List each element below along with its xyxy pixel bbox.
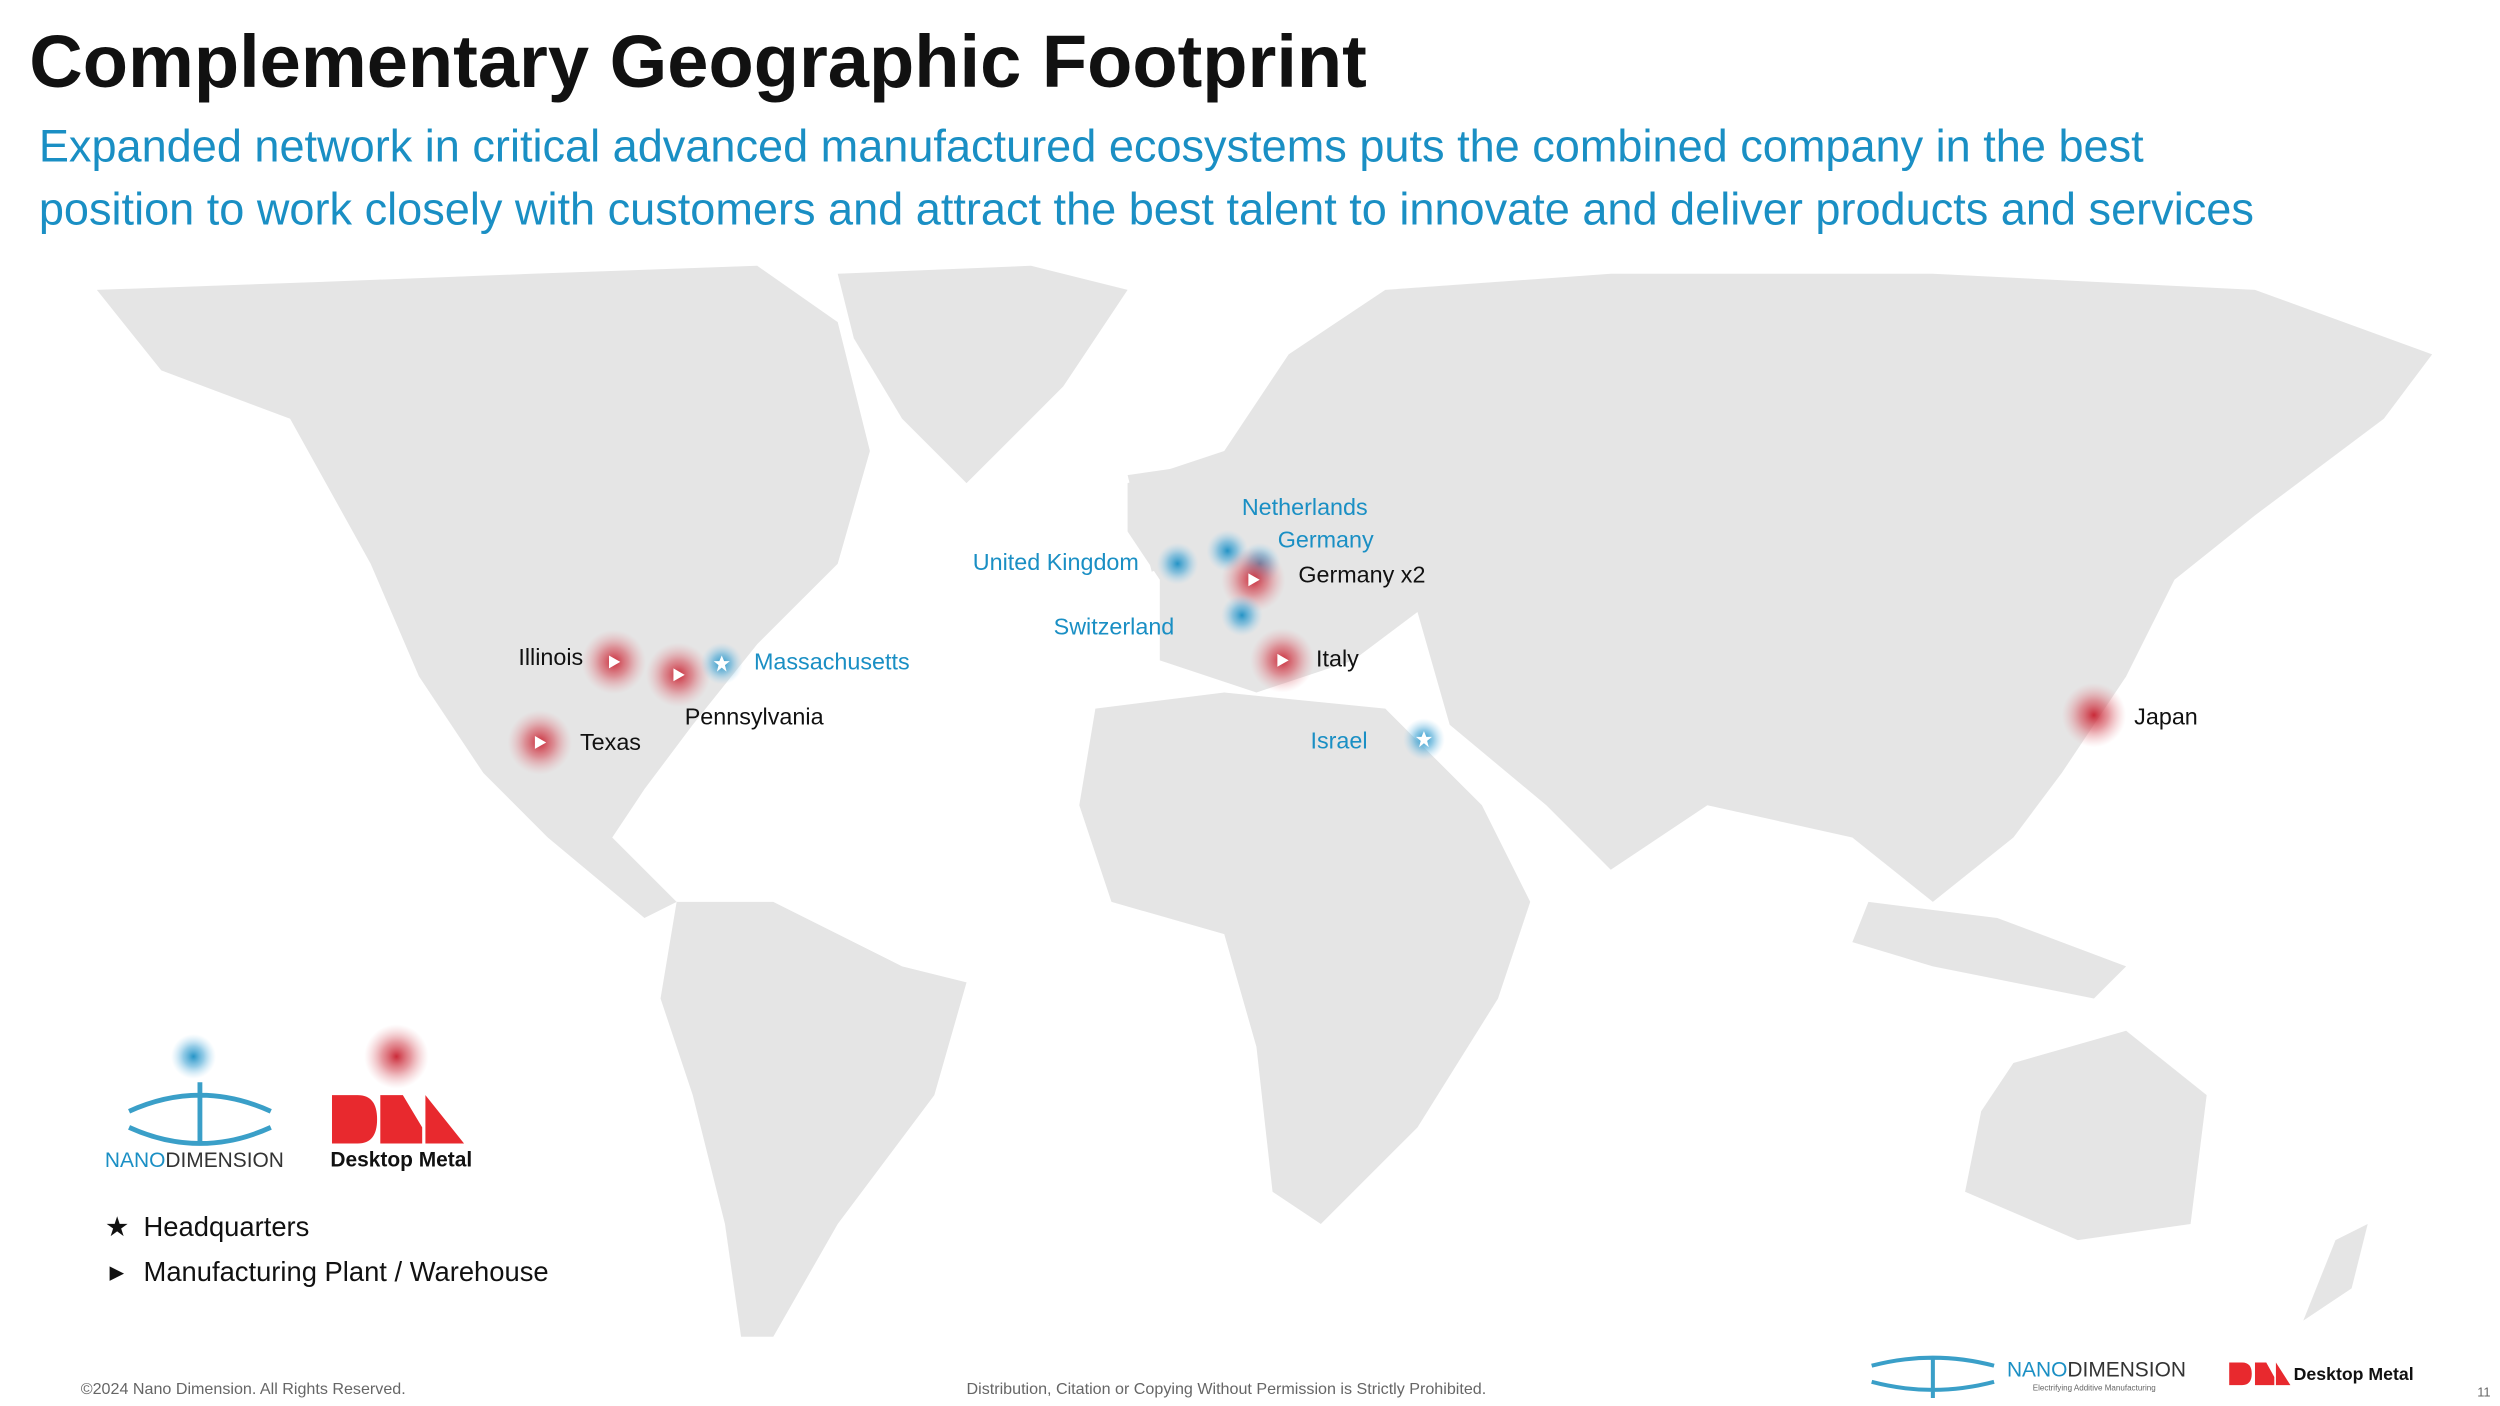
legend-text: Manufacturing Plant / Warehouse [144, 1256, 549, 1287]
location-label: Germany x2 [1298, 562, 1425, 588]
hq-marker [713, 655, 730, 672]
notice: Distribution, Citation or Copying Withou… [967, 1380, 1487, 1398]
dm-logo-text: Desktop Metal [2294, 1364, 2414, 1384]
dm-logo-text: Desktop Metal [330, 1149, 472, 1172]
copyright: ©2024 Nano Dimension. All Rights Reserve… [81, 1380, 406, 1398]
subtitle: Expanded network in critical advanced ma… [39, 121, 2144, 172]
legend-text: Headquarters [144, 1211, 310, 1242]
glow [170, 1033, 217, 1080]
legend-logos: NANODIMENSION Desktop Metal ★ Headquarte… [105, 1024, 549, 1287]
footer: ©2024 Nano Dimension. All Rights Reserve… [81, 1355, 2491, 1400]
location-glow [1221, 594, 1263, 637]
location-label: Pennsylvania [685, 703, 824, 729]
location-label: Switzerland [1054, 613, 1175, 639]
location-label: Massachusetts [754, 649, 910, 675]
nano-logo-text: NANODIMENSION [105, 1149, 284, 1172]
plant-marker [1277, 653, 1289, 667]
dm-logo-mark [331, 1095, 465, 1144]
page-number: 11 [2477, 1385, 2490, 1400]
plant-marker [534, 736, 547, 749]
location-label: Japan [2134, 703, 2198, 729]
glow [364, 1024, 429, 1089]
nano-logo-text: NANODIMENSION [2007, 1358, 2186, 1381]
location-label: Germany [1278, 526, 1374, 552]
locations: Netherlands Germany United Kingdom Germany … [507, 494, 2198, 775]
subtitle: position to work closely with customers … [39, 183, 2254, 234]
legend-symbol: ► [105, 1259, 129, 1286]
location-glow [1156, 542, 1199, 585]
world-map [96, 265, 2433, 1337]
location-label: Israel [1310, 728, 1367, 754]
nano-logo-mark [1871, 1355, 1995, 1398]
location-label: Texas [580, 729, 641, 755]
location-label: Illinois [518, 644, 583, 670]
nano-logo-mark [128, 1082, 272, 1146]
location-label: United Kingdom [973, 549, 1139, 575]
nano-tagline: Electrifying Additive Manufacturing [2033, 1383, 2156, 1392]
plant-marker [1248, 573, 1260, 587]
title: Complementary Geographic Footprint [29, 20, 1367, 103]
legend-symbol: ★ [105, 1211, 130, 1242]
location-glow [2061, 682, 2127, 748]
hq-marker [1415, 731, 1432, 748]
plant-marker [609, 655, 621, 669]
plant-marker [673, 668, 685, 682]
location-label: Netherlands [1242, 494, 1368, 520]
dm-logo-mark [2229, 1362, 2291, 1386]
location-label: Italy [1316, 645, 1359, 671]
